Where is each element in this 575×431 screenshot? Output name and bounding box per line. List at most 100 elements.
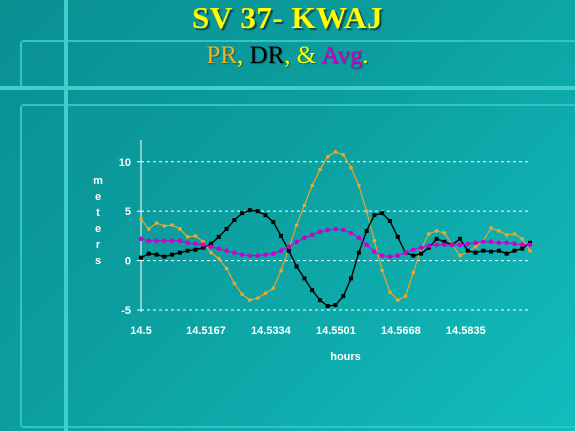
y-tick-label-2: 0 bbox=[125, 256, 131, 268]
series-0-point-48 bbox=[512, 232, 517, 236]
x-tick-label-4: 14.5668 bbox=[381, 325, 421, 337]
series-2-point-21 bbox=[302, 235, 307, 241]
series-1-point-28 bbox=[356, 250, 361, 255]
series-0-point-29 bbox=[364, 209, 369, 213]
series-2-point-0 bbox=[138, 236, 144, 242]
series-0-point-47 bbox=[504, 233, 509, 237]
y-axis-title-letter-0: m bbox=[93, 175, 103, 187]
series-0-point-26 bbox=[341, 153, 346, 157]
x-tick-label-0: 14.5 bbox=[130, 325, 151, 337]
series-2-point-4 bbox=[169, 238, 175, 244]
series-1-point-45 bbox=[489, 249, 494, 254]
y-axis-title-letter-3: e bbox=[95, 223, 101, 235]
series-1-point-11 bbox=[224, 226, 229, 231]
series-2-point-34 bbox=[403, 250, 408, 255]
series-2-point-39 bbox=[442, 242, 447, 248]
series-1-point-18 bbox=[279, 233, 284, 238]
series-2-line bbox=[140, 228, 530, 258]
x-tick-label-1: 14.5167 bbox=[186, 325, 226, 337]
y-tick-label-0: 10 bbox=[119, 157, 131, 169]
series-1-point-16 bbox=[263, 213, 268, 218]
series-1-point-9 bbox=[209, 241, 214, 246]
series-2-point-2 bbox=[154, 238, 159, 244]
series-0-point-3 bbox=[162, 224, 167, 228]
series-2-point-18 bbox=[278, 248, 284, 254]
series-0-point-45 bbox=[489, 226, 493, 230]
series-1-point-41 bbox=[457, 236, 462, 241]
series-2-point-32 bbox=[387, 254, 393, 259]
series-2-point-33 bbox=[395, 253, 401, 258]
series-2-point-47 bbox=[504, 240, 509, 246]
series-2-point-29 bbox=[364, 242, 369, 248]
series-0-point-27 bbox=[349, 165, 353, 170]
series-0-point-6 bbox=[185, 235, 190, 239]
series-1-point-47 bbox=[504, 251, 509, 256]
chart-grid bbox=[141, 161, 530, 311]
series-0-point-32 bbox=[388, 290, 392, 295]
series-0-point-35 bbox=[411, 270, 416, 275]
series-2-point-22 bbox=[309, 232, 315, 238]
series-2-point-41 bbox=[457, 242, 463, 248]
series-0-point-20 bbox=[294, 223, 299, 227]
series-0-point-46 bbox=[497, 229, 501, 233]
series-1-point-36 bbox=[419, 251, 424, 256]
series-0-point-4 bbox=[170, 223, 174, 227]
series-0-point-12 bbox=[232, 281, 237, 286]
series-2-point-11 bbox=[224, 248, 229, 254]
series-2-point-12 bbox=[232, 250, 237, 255]
series-0-point-21 bbox=[302, 203, 307, 208]
series-2-point-43 bbox=[473, 240, 478, 246]
series-0-point-33 bbox=[395, 298, 400, 302]
series-1-point-23 bbox=[317, 298, 322, 303]
series-1-point-33 bbox=[395, 234, 400, 239]
series-2-point-1 bbox=[146, 238, 152, 244]
series-0-point-34 bbox=[403, 294, 408, 298]
series-2-point-14 bbox=[247, 253, 253, 258]
y-axis-title-letter-1: e bbox=[95, 191, 101, 203]
series-0-point-9 bbox=[209, 250, 213, 255]
series-1-point-31 bbox=[380, 211, 385, 216]
series-2-point-31 bbox=[379, 253, 385, 258]
series-2-point-40 bbox=[449, 242, 455, 248]
chart-axes bbox=[137, 140, 142, 312]
series-1-point-7 bbox=[193, 247, 198, 252]
series-2-point-28 bbox=[356, 235, 362, 241]
series-2-point-36 bbox=[418, 245, 424, 251]
x-axis-title: hours bbox=[330, 351, 361, 363]
series-2-point-13 bbox=[239, 252, 245, 257]
series-2-point-49 bbox=[519, 242, 525, 248]
series-1-point-35 bbox=[411, 253, 416, 258]
series-0-point-10 bbox=[217, 256, 221, 261]
series-0-point-1 bbox=[146, 227, 151, 231]
series-2-point-35 bbox=[411, 247, 416, 253]
series-1-point-1 bbox=[146, 251, 151, 256]
series-1-point-44 bbox=[481, 248, 486, 253]
series-0-point-49 bbox=[520, 237, 525, 241]
series-1-point-25 bbox=[333, 303, 338, 308]
series-1-point-15 bbox=[255, 209, 260, 214]
series-0-point-50 bbox=[528, 248, 532, 253]
y-axis-title-letter-4: r bbox=[96, 239, 101, 251]
series-2-point-20 bbox=[294, 239, 299, 245]
series-0-point-2 bbox=[154, 221, 159, 225]
series-2-point-30 bbox=[372, 249, 377, 254]
series-1-point-20 bbox=[294, 264, 299, 269]
series-1-point-29 bbox=[364, 228, 369, 233]
series-1-point-42 bbox=[465, 248, 470, 253]
series-2-point-6 bbox=[185, 240, 190, 246]
series-2-point-45 bbox=[488, 239, 494, 245]
series-0-point-28 bbox=[357, 183, 361, 188]
series-1-point-0 bbox=[139, 255, 143, 260]
decor-vertical-bar bbox=[64, 0, 68, 431]
series-0-point-30 bbox=[372, 239, 377, 243]
subtitle-dr: DR bbox=[249, 42, 285, 69]
series-0-point-22 bbox=[310, 183, 314, 188]
series-2-point-24 bbox=[325, 227, 331, 233]
y-axis-title-letter-2: t bbox=[96, 207, 100, 219]
decor-horizontal-bar bbox=[0, 86, 575, 90]
series-1-point-6 bbox=[185, 248, 190, 253]
series-2-point-8 bbox=[200, 242, 206, 248]
series-1-point-39 bbox=[442, 239, 447, 244]
series-1-point-30 bbox=[372, 213, 377, 218]
